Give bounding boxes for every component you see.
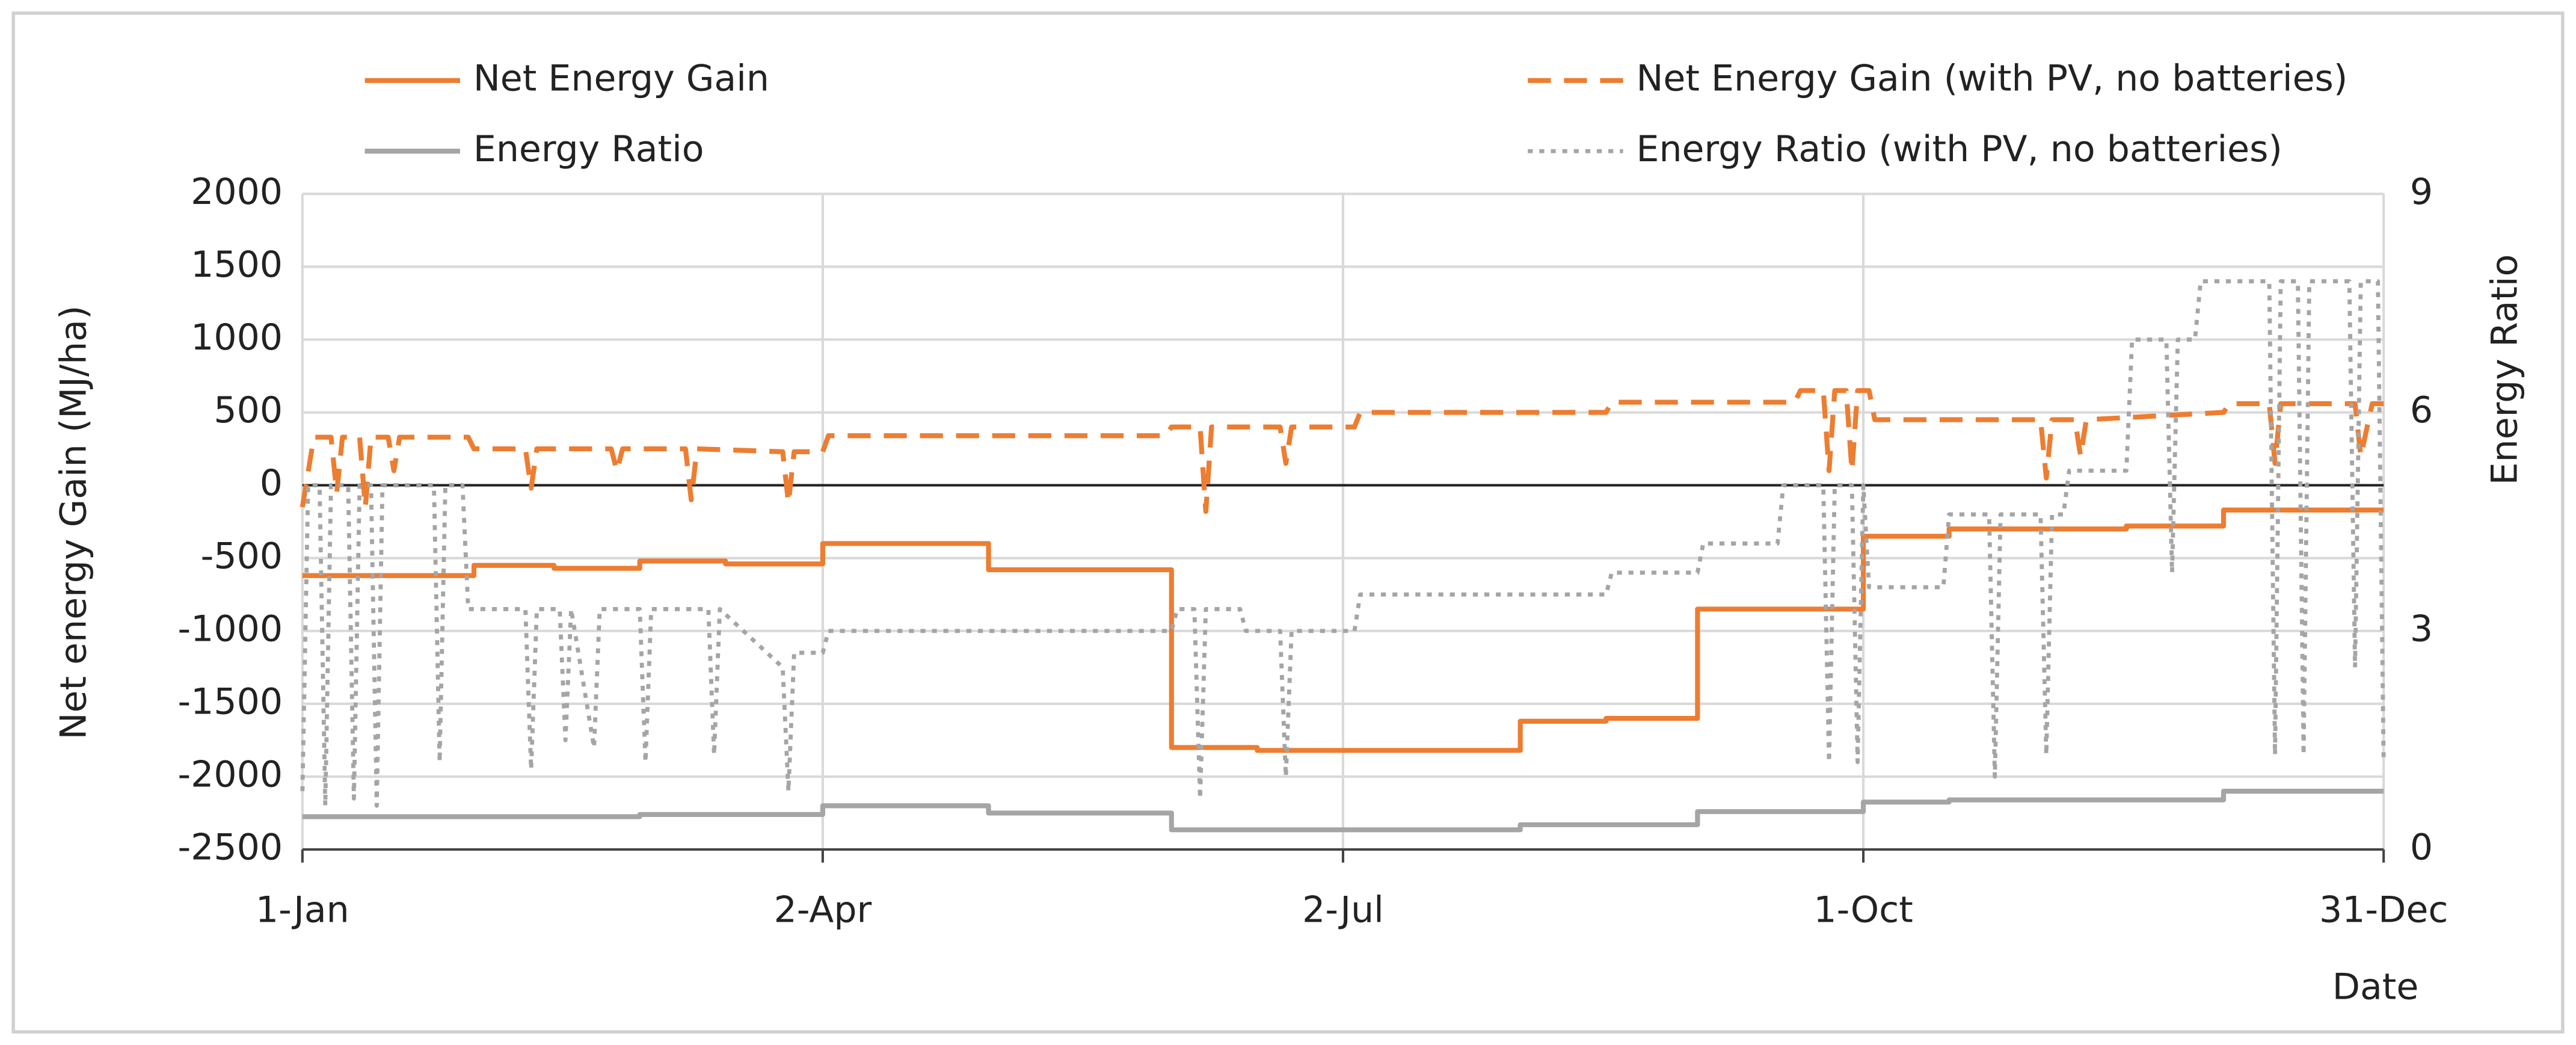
legend-label: Net Energy Gain (with PV, no batteries): [1637, 57, 2348, 99]
x-tick-label: 2-Apr: [774, 889, 872, 931]
y-tick-label: -1500: [177, 680, 283, 723]
y2-axis-label: Energy Ratio: [2484, 254, 2526, 486]
y-tick-label: 500: [214, 389, 283, 431]
x-axis-label: Date: [2332, 966, 2419, 1008]
legend-label: Energy Ratio (with PV, no batteries): [1637, 128, 2282, 170]
y-tick-label: 1000: [191, 316, 283, 359]
legend-label: Net Energy Gain: [473, 57, 769, 99]
y-tick-label: -1000: [177, 608, 283, 650]
y2-tick-label: 0: [2410, 827, 2433, 869]
y-tick-label: 0: [260, 462, 283, 504]
y-axis-label: Net energy Gain (MJ/ha): [53, 306, 95, 740]
x-tick-label: 31-Dec: [2319, 889, 2448, 931]
y-tick-label: -2000: [177, 754, 283, 796]
x-tick-label: 1-Jan: [256, 889, 349, 931]
series-line: [302, 507, 2384, 753]
series-line: [300, 279, 2386, 808]
y-tick-label: -2500: [177, 827, 283, 869]
legend-label: Energy Ratio: [473, 128, 704, 170]
series-line: [302, 789, 2384, 833]
y2-tick-label: 6: [2410, 389, 2433, 431]
y-tick-label: -500: [201, 535, 283, 577]
x-tick-label: 1-Oct: [1813, 889, 1913, 931]
chart-border: [11, 11, 2565, 1034]
y-tick-label: 1500: [191, 244, 283, 286]
y2-tick-label: 9: [2410, 171, 2433, 213]
x-tick-label: 2-Jul: [1302, 889, 1384, 931]
y2-tick-label: 3: [2410, 608, 2433, 650]
y-tick-label: 2000: [191, 171, 283, 213]
series-line: [300, 388, 2384, 514]
